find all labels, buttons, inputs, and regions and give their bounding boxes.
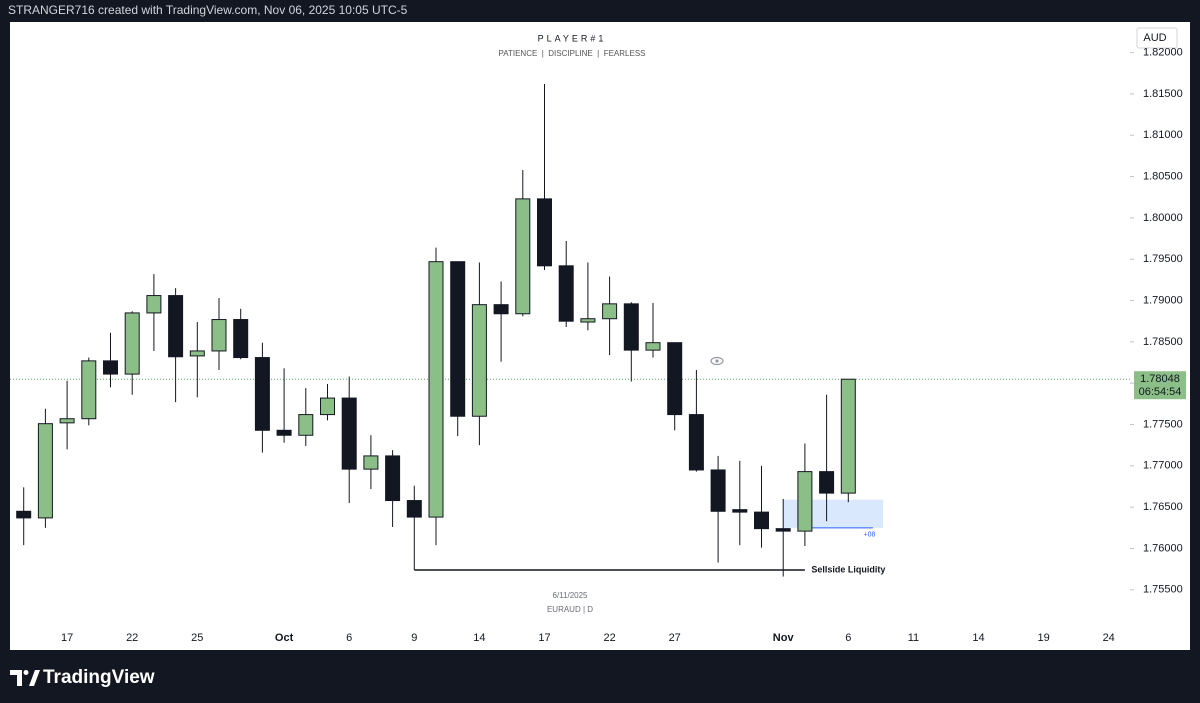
candle-body	[37, 423, 53, 519]
x-tick-label: 17	[538, 632, 550, 644]
x-tick-label: 14	[972, 632, 984, 644]
price-label: 1.78048	[1140, 373, 1180, 385]
price-label-box	[1134, 371, 1186, 400]
x-tick-label: Nov	[773, 632, 795, 644]
x-tick-label: 25	[191, 632, 203, 644]
candle-body	[537, 198, 552, 267]
candle-body	[320, 397, 335, 416]
countdown-label: 06:54:54	[1139, 386, 1182, 398]
candle-body	[428, 261, 444, 518]
candle-body	[819, 471, 835, 494]
candle-body	[515, 198, 531, 315]
y-tick-label: 1.79000	[1143, 294, 1183, 306]
candle-body	[168, 295, 184, 358]
candle-body	[298, 414, 314, 436]
y-tick-label: 1.78500	[1143, 336, 1183, 348]
candle-body	[732, 509, 748, 513]
plot-area	[10, 83, 1130, 577]
candle-body	[471, 304, 487, 417]
candle-body	[602, 303, 618, 320]
candle-body	[16, 510, 32, 519]
currency-label[interactable]: AUD	[1143, 32, 1166, 44]
y-tick-label: 1.81000	[1143, 129, 1183, 141]
candle-body	[233, 319, 249, 359]
candle-body	[493, 304, 509, 315]
candle-body	[211, 319, 227, 352]
candle-body	[103, 360, 118, 375]
y-tick-label: 1.76500	[1143, 501, 1183, 513]
y-tick-label: 1.77000	[1143, 460, 1183, 472]
candle-body	[710, 469, 726, 512]
y-tick-label: 1.75500	[1143, 584, 1183, 596]
candle-body	[645, 342, 661, 351]
y-tick-label: 1.81500	[1143, 88, 1183, 100]
x-tick-label: 24	[1103, 632, 1115, 644]
y-tick-label: 1.80000	[1143, 212, 1183, 224]
y-tick-label: 1.80500	[1143, 170, 1183, 182]
candle-body	[276, 429, 292, 436]
x-tick-label: 11	[908, 632, 919, 644]
x-tick-label: 27	[669, 632, 681, 644]
candle-body	[688, 414, 704, 471]
x-tick-label: 6	[346, 632, 352, 644]
date-watermark: 6/11/2025	[553, 591, 589, 600]
x-tick-label: 17	[61, 632, 73, 644]
x-tick-label: 14	[473, 632, 485, 644]
candle-body	[623, 303, 639, 351]
y-tick-label: 1.79500	[1143, 253, 1183, 265]
candle-body	[558, 265, 574, 322]
chart-subtitle: PATIENCE | DISCIPLINE | FEARLESS	[498, 49, 645, 58]
candle-body	[254, 357, 270, 431]
x-tick-label: 22	[126, 632, 138, 644]
x-tick-label: 6	[845, 632, 851, 644]
y-tick-label: 1.77500	[1143, 418, 1183, 430]
candle-body	[797, 471, 813, 532]
candle-body	[341, 397, 357, 470]
attribution: STRANGER716 created with TradingView.com…	[8, 3, 408, 17]
candle-body	[775, 528, 791, 532]
candle-body	[81, 360, 97, 420]
candle-body	[363, 455, 379, 470]
candle-body	[385, 455, 401, 502]
candle-body	[124, 312, 140, 375]
candle-body	[754, 511, 769, 530]
x-tick-label: 22	[603, 632, 615, 644]
candle-body	[840, 378, 856, 494]
candle-body	[450, 261, 466, 417]
eye-icon	[710, 356, 724, 366]
liquidity-label: Sellside Liquidity	[811, 564, 885, 574]
chart-background	[10, 22, 1190, 650]
y-tick-label: 1.82000	[1143, 46, 1183, 58]
x-tick-label: Oct	[275, 632, 294, 644]
candle-body	[667, 342, 683, 416]
zone-label: +08	[863, 532, 875, 539]
candle-body	[59, 418, 75, 424]
brand-name: TradingView	[43, 667, 155, 688]
symbol-watermark: EURAUD | D	[547, 605, 593, 614]
x-tick-label: 19	[1037, 632, 1049, 644]
candle-body	[146, 295, 162, 314]
candle-body	[189, 350, 205, 357]
brand-logo	[10, 670, 40, 686]
chart-title: PLAYER#1	[538, 33, 607, 43]
y-tick-label: 1.76000	[1143, 542, 1183, 554]
candle-body	[406, 500, 422, 518]
currency-box[interactable]	[1136, 27, 1178, 49]
candle-body	[580, 318, 596, 323]
x-tick-label: 9	[411, 632, 417, 644]
